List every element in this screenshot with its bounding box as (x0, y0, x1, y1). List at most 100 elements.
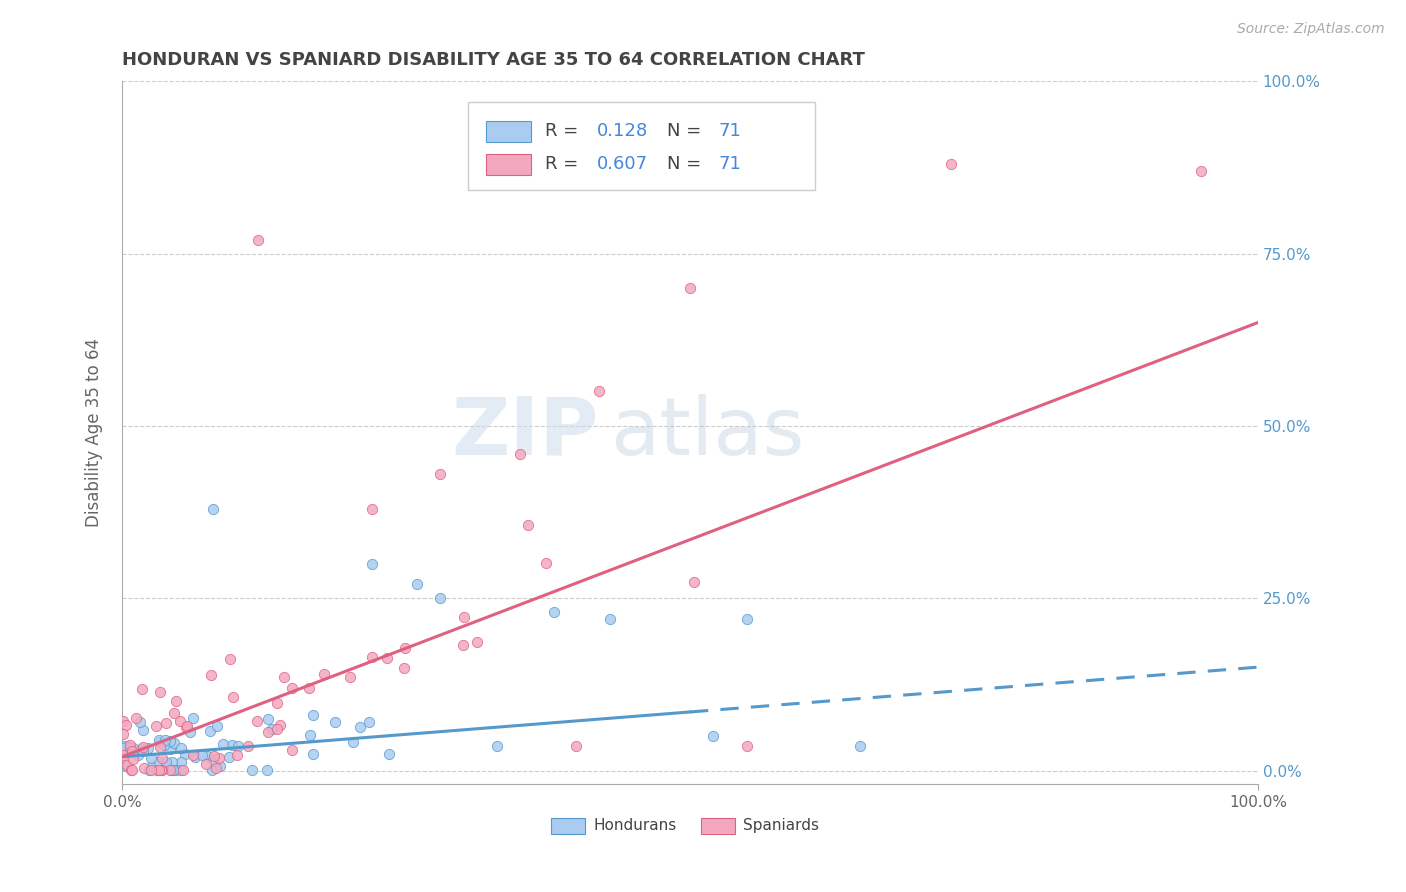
Point (256, 724, 278, 739)
Point (121, 763, 143, 777)
Point (194, 756, 217, 771)
Point (174, 747, 197, 761)
Point (281, 681, 304, 696)
Point (312, 667, 335, 681)
Point (516, 518, 538, 533)
Point (273, 670, 295, 684)
Point (145, 763, 167, 777)
Point (208, 751, 231, 765)
Point (298, 681, 321, 695)
Point (849, 739, 872, 754)
Text: N =: N = (668, 122, 707, 140)
Point (361, 557, 384, 571)
Point (205, 719, 228, 733)
FancyBboxPatch shape (485, 153, 531, 175)
Point (485, 739, 508, 754)
Point (269, 718, 291, 732)
Point (176, 719, 198, 733)
Point (159, 741, 181, 756)
Point (170, 741, 193, 756)
Point (115, 758, 138, 772)
Point (112, 739, 135, 753)
Point (222, 690, 245, 705)
Point (195, 749, 218, 764)
FancyBboxPatch shape (551, 818, 585, 833)
Point (112, 727, 135, 741)
Text: HONDURAN VS SPANIARD DISABILITY AGE 35 TO 64 CORRELATION CHART: HONDURAN VS SPANIARD DISABILITY AGE 35 T… (122, 51, 865, 69)
Point (349, 720, 371, 734)
Point (429, 467, 451, 482)
Point (465, 635, 488, 649)
Point (179, 724, 201, 739)
Point (735, 739, 758, 754)
Point (163, 706, 186, 720)
Point (323, 714, 346, 729)
Point (132, 723, 155, 738)
Point (155, 756, 177, 770)
Point (339, 670, 361, 684)
Point (118, 740, 141, 755)
Point (599, 612, 621, 626)
Point (152, 763, 174, 777)
Point (181, 747, 204, 762)
Text: N =: N = (668, 155, 707, 173)
Point (150, 751, 173, 765)
Point (941, 157, 963, 171)
Point (240, 763, 263, 777)
Point (342, 735, 364, 749)
Text: R =: R = (544, 155, 583, 173)
Point (165, 763, 187, 777)
Point (219, 652, 242, 666)
Point (136, 741, 159, 756)
Point (280, 743, 302, 757)
Point (183, 711, 205, 725)
Point (205, 761, 228, 775)
Text: 0.128: 0.128 (596, 122, 648, 140)
Text: R =: R = (544, 122, 583, 140)
Point (260, 722, 283, 736)
Text: Source: ZipAtlas.com: Source: ZipAtlas.com (1237, 22, 1385, 37)
Point (212, 737, 235, 751)
Point (359, 715, 381, 730)
Point (149, 735, 172, 749)
FancyBboxPatch shape (485, 120, 531, 142)
Point (200, 667, 222, 681)
Point (162, 763, 184, 777)
Point (406, 577, 429, 591)
Point (155, 715, 177, 730)
Point (145, 719, 167, 733)
Point (117, 739, 139, 753)
Text: Hondurans: Hondurans (593, 818, 676, 833)
Point (165, 693, 187, 707)
Point (148, 763, 170, 777)
Point (702, 729, 724, 743)
Point (238, 739, 260, 753)
Point (172, 763, 194, 777)
Point (201, 763, 224, 777)
Point (184, 750, 207, 764)
Point (139, 763, 162, 777)
Point (536, 557, 558, 571)
Point (129, 715, 152, 730)
Point (377, 747, 399, 761)
Text: Spaniards: Spaniards (744, 818, 820, 833)
Text: 71: 71 (718, 122, 741, 140)
Point (198, 723, 221, 738)
Point (131, 682, 153, 697)
Point (375, 651, 398, 665)
Point (191, 747, 214, 762)
Point (256, 763, 278, 777)
Point (202, 753, 225, 767)
Point (565, 739, 588, 754)
Point (360, 649, 382, 664)
Point (149, 763, 172, 777)
Point (132, 740, 155, 755)
Point (115, 718, 138, 732)
Point (543, 605, 565, 619)
Point (174, 720, 197, 734)
Point (163, 736, 186, 750)
Point (299, 728, 322, 742)
Point (302, 708, 325, 723)
Point (134, 761, 156, 775)
Text: 0.607: 0.607 (596, 155, 648, 173)
